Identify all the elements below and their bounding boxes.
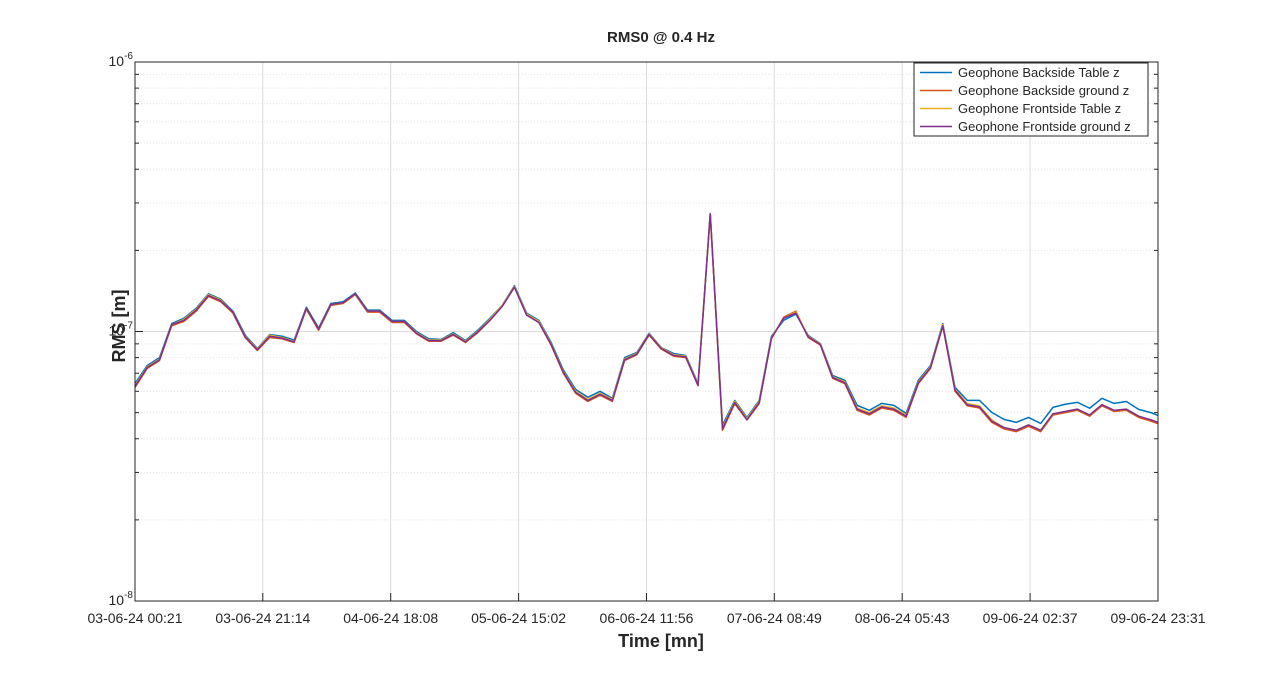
x-tick-label: 03-06-24 21:14	[215, 610, 310, 626]
ticks: 10-8 10-7 10-6 03-06-24 00:21 03-06-24 21:14…	[88, 51, 1206, 626]
x-axis-label: Time [mn]	[618, 631, 704, 651]
x-tick-label: 08-06-24 05:43	[855, 610, 950, 626]
chart-title: RMS0 @ 0.4 Hz	[607, 29, 715, 46]
legend-label: Geophone Backside ground z	[958, 83, 1129, 98]
y-tick-label: 10-8	[109, 590, 134, 608]
y-tick-label: 10-6	[109, 51, 134, 69]
legend-label: Geophone Backside Table z	[958, 65, 1120, 80]
x-tick-label: 04-06-24 18:08	[343, 610, 438, 626]
series-line	[134, 213, 1159, 432]
legend: Geophone Backside Table z Geophone Backsi…	[913, 62, 1149, 137]
lines	[134, 212, 1159, 433]
legend-label: Geophone Frontside ground z	[958, 119, 1131, 134]
x-tick-label: 09-06-24 02:37	[983, 610, 1078, 626]
x-tick-label: 03-06-24 00:21	[88, 610, 183, 626]
x-tick-label: 05-06-24 15:02	[471, 610, 566, 626]
x-tick-label: 07-06-24 08:49	[727, 610, 822, 626]
x-tick-label: 06-06-24 11:56	[600, 610, 694, 626]
x-tick-label: 09-06-24 23:31	[1111, 610, 1206, 626]
legend-box	[913, 62, 1149, 137]
legend-label: Geophone Frontside Table z	[958, 101, 1121, 116]
y-tick-label: 10-7	[109, 321, 134, 339]
y-axis-label: RMS [m]	[109, 290, 129, 363]
